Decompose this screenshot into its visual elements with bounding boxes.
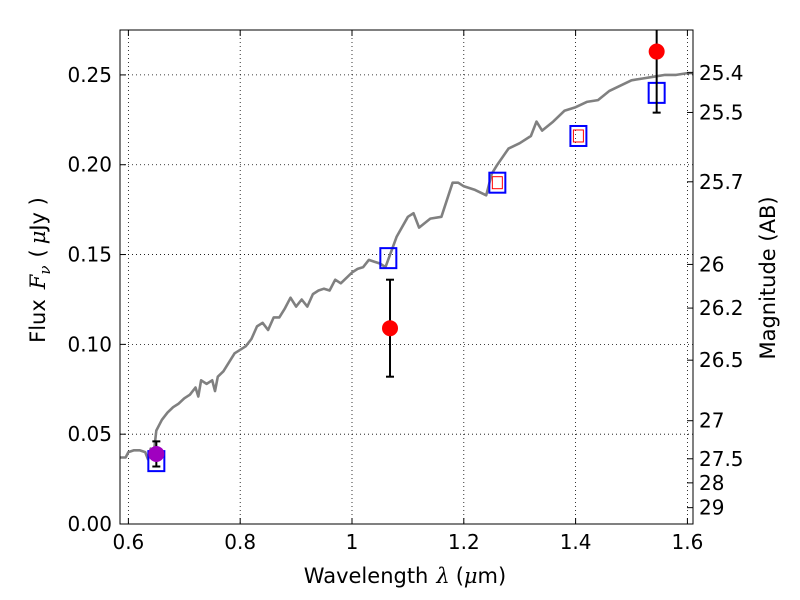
y-tick-label: 0.20 xyxy=(67,153,112,177)
y-tick-label: 0.25 xyxy=(67,63,112,87)
y2-axis-label: Magnitude (AB) xyxy=(756,196,780,359)
sed-model-line xyxy=(120,71,693,461)
x-tick-label: 1.4 xyxy=(560,530,592,554)
model-photometry-square xyxy=(488,171,507,194)
plot-data xyxy=(120,30,693,473)
y-axis-label: FluxFν(μJy ) xyxy=(26,197,54,343)
model-photometry-square xyxy=(379,247,398,270)
model-photometry-square xyxy=(569,124,588,147)
x-tick-label: 1 xyxy=(346,530,359,554)
observed-flux-point xyxy=(148,445,165,462)
observed-photometry-small-square xyxy=(491,176,503,190)
y-tick-label: 0.10 xyxy=(67,332,112,356)
y2-tick-label: 29 xyxy=(699,496,724,520)
y2-tick-label: 27.5 xyxy=(699,447,744,471)
x-tick-label: 0.8 xyxy=(224,530,256,554)
y2-tick-label: 26.5 xyxy=(699,348,744,372)
x-tick-label: 0.6 xyxy=(112,530,144,554)
y2-tick-label: 25.5 xyxy=(699,100,744,124)
y2-tick-label: 26.2 xyxy=(699,296,744,320)
y-tick-label: 0.15 xyxy=(67,243,112,267)
axis-ticks: 0.6 0.8 1 1.2 1.4 1.6 0.00 0.05 0.10 0.15 0.20 0.25… xyxy=(67,30,744,554)
y2-tick-label: 28 xyxy=(699,471,724,495)
observed-flux-point xyxy=(382,320,399,337)
y2-tick-label: 25.4 xyxy=(699,61,744,85)
x-tick-label: 1.6 xyxy=(672,530,704,554)
x-tick-label: 1.2 xyxy=(448,530,480,554)
observed-flux-point xyxy=(648,43,665,60)
observed-photometry-small-square xyxy=(572,129,584,143)
y2-tick-label: 26 xyxy=(699,252,724,276)
y-tick-label: 0.00 xyxy=(67,512,112,536)
y-tick-label: 0.05 xyxy=(67,422,112,446)
y2-tick-label: 27 xyxy=(699,409,724,433)
y2-tick-label: 25.7 xyxy=(699,170,744,194)
plot-frame xyxy=(119,29,694,525)
x-axis-label: Wavelength λ (μm) xyxy=(304,564,506,588)
